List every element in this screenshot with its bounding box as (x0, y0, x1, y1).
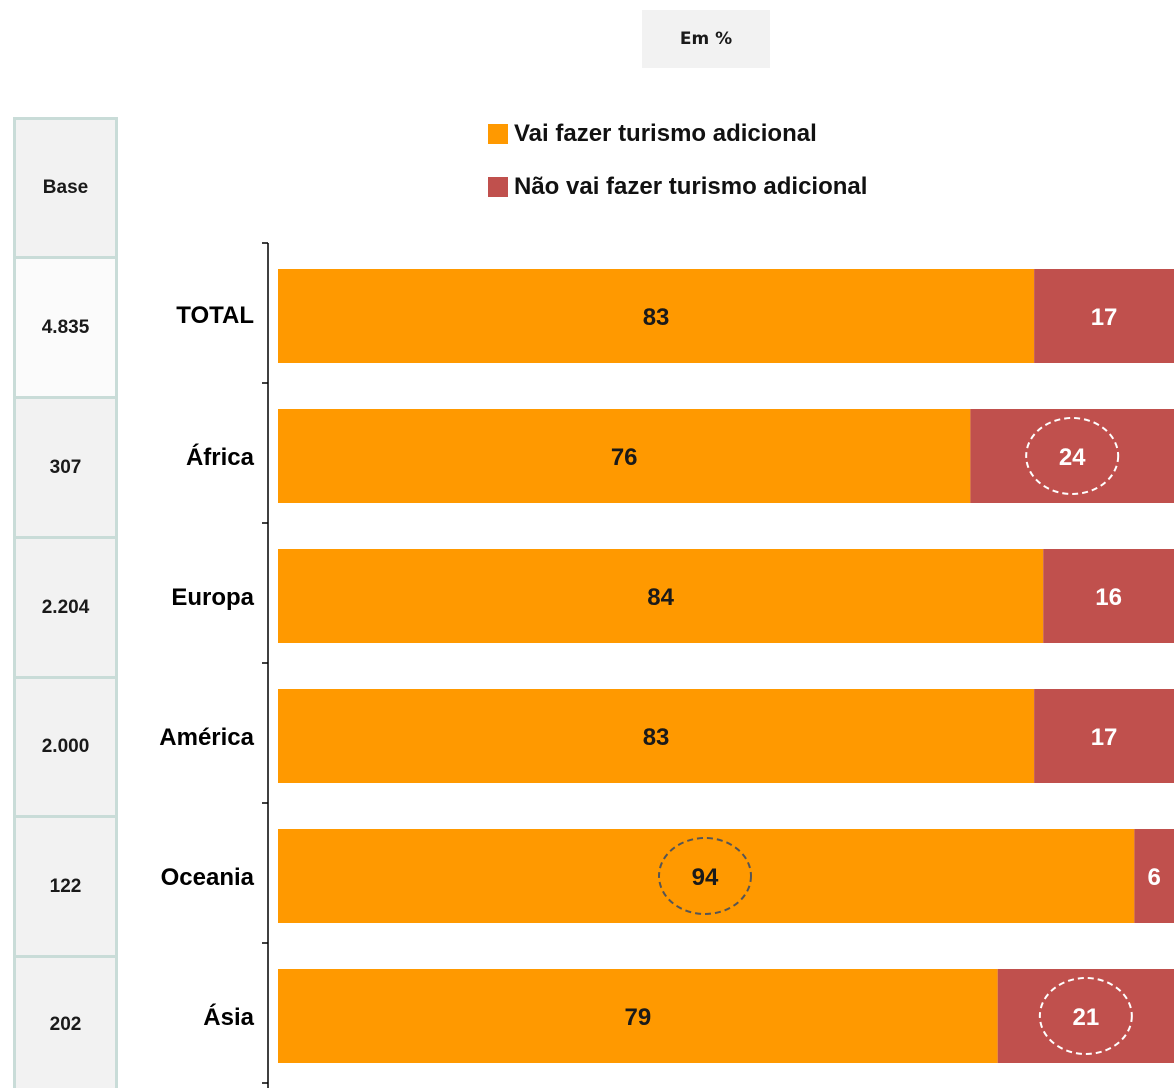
legend-swatch-vai (488, 124, 508, 144)
legend-label-vai: Vai fazer turismo adicional (514, 120, 817, 147)
data-label: 83 (643, 304, 670, 331)
legend-swatch-nao (488, 177, 508, 197)
base-value-asia: 202 (49, 1013, 82, 1035)
bar-nao (1034, 689, 1174, 783)
base-value-africa: 307 (16, 399, 115, 539)
data-label: 17 (1091, 304, 1118, 331)
bar-vai (278, 829, 1135, 923)
category-label-africa: África (185, 444, 254, 471)
legend-item-vai: Vai fazer turismo adicional (488, 120, 817, 148)
category-label-total: TOTAL (176, 302, 254, 329)
data-label: 76 (611, 444, 638, 471)
bar-nao (970, 409, 1174, 503)
category-label-europa: Europa (171, 584, 254, 611)
legend-item-nao: Não vai fazer turismo adicional (488, 173, 867, 201)
unit-label: Em % (642, 10, 770, 68)
category-label-america: América (159, 724, 254, 751)
data-label: 83 (643, 724, 670, 751)
data-label: 17 (1091, 724, 1118, 751)
base-header: Base (16, 120, 115, 259)
base-column: Base 4.835 307 2.204 2.000 122 202 (13, 117, 118, 1088)
legend-label-nao: Não vai fazer turismo adicional (514, 173, 868, 200)
highlight-ring (1025, 417, 1120, 495)
bar-vai (278, 409, 971, 503)
data-label: 6 (1147, 864, 1160, 891)
category-label-oceania: Oceania (160, 864, 254, 891)
bar-vai (278, 269, 1035, 363)
bar-nao (997, 969, 1174, 1063)
bar-vai (278, 689, 1035, 783)
data-label: 16 (1095, 584, 1122, 611)
bar-vai (278, 549, 1044, 643)
data-label: 84 (647, 584, 674, 611)
bar-nao (1134, 829, 1174, 923)
data-label: 94 (692, 864, 719, 891)
base-value-america: 2.000 (16, 679, 115, 818)
base-value-europa: 2.204 (16, 539, 115, 679)
highlight-ring (1038, 977, 1133, 1055)
bar-nao (1043, 549, 1174, 643)
bar-nao (1034, 269, 1174, 363)
category-label-asia: Ásia (203, 1004, 254, 1031)
bar-vai (278, 969, 998, 1063)
base-value-total: 4.835 (16, 259, 115, 399)
data-label: 79 (624, 1004, 651, 1031)
highlight-ring (658, 837, 752, 915)
base-value-oceania: 122 (16, 818, 115, 958)
data-label: 21 (1072, 1004, 1099, 1031)
data-label: 24 (1059, 444, 1086, 471)
